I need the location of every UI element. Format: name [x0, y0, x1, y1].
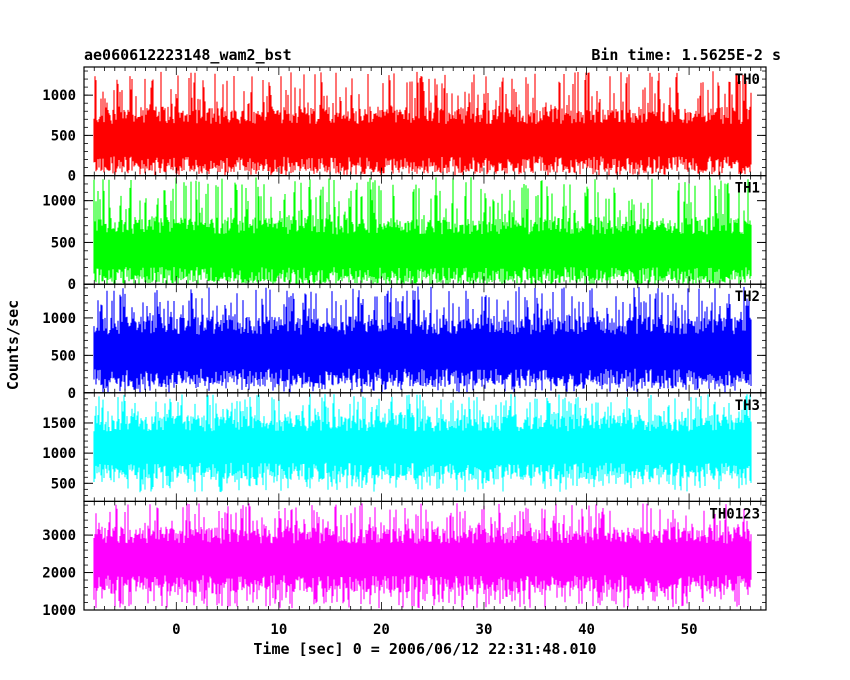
- panel-th1: 0 500 1000 TH1: [42, 175, 767, 293]
- x-tick-label: 50: [681, 622, 698, 638]
- y-tick-label: 1000: [42, 446, 76, 462]
- panel-label: TH3: [735, 398, 760, 414]
- chart-title-right: Bin time: 1.5625E-2 s: [591, 46, 781, 64]
- y-tick-label: 500: [51, 235, 76, 251]
- panel-th0: 0 500 1000 TH0: [42, 66, 767, 185]
- panels-group: 05001000TH005001000TH105001000TH25001000…: [42, 66, 767, 638]
- y-tick-label: 0: [68, 277, 76, 293]
- series-th3: [93, 394, 752, 493]
- y-tick-label: 1000: [42, 311, 76, 327]
- panel-label: TH2: [735, 289, 760, 305]
- x-axis-label: Time [sec] 0 = 2006/06/12 22:31:48.010: [253, 640, 596, 658]
- x-tick-label: 10: [270, 622, 287, 638]
- y-tick-label: 0: [68, 169, 76, 185]
- y-tick-label: 1500: [42, 416, 76, 432]
- x-tick-label: 0: [172, 622, 180, 638]
- series-th0123: [93, 503, 752, 609]
- y-tick-label: 0: [68, 386, 76, 402]
- panel-frame: [83, 500, 767, 611]
- y-axis-label: Counts/sec: [4, 300, 22, 390]
- y-tick-label: 1000: [42, 603, 76, 619]
- y-tick-label: 500: [51, 128, 76, 144]
- panel-th0123: 1000 2000 3000 TH0123: [42, 500, 767, 619]
- series-th2: [93, 286, 752, 393]
- y-tick-label: 1000: [42, 88, 76, 104]
- panel-th3: 500 1000 1500 TH3: [42, 392, 767, 502]
- chart-title-left: ae060612223148_wam2_bst: [84, 46, 292, 64]
- y-tick-label: 3000: [42, 528, 76, 544]
- panel-label: TH0: [735, 72, 760, 88]
- panel-label: TH0123: [709, 506, 760, 522]
- y-tick-label: 2000: [42, 566, 76, 582]
- y-tick-label: 500: [51, 348, 76, 364]
- y-tick-label: 1000: [42, 194, 76, 210]
- panel-label: TH1: [735, 181, 760, 197]
- series-th0: [93, 71, 752, 176]
- panel-th2: 0 500 1000 TH2: [42, 283, 767, 402]
- x-tick-label: 30: [476, 622, 493, 638]
- x-tick-label: 40: [578, 622, 595, 638]
- x-tick-label: 20: [373, 622, 390, 638]
- y-tick-label: 500: [51, 476, 76, 492]
- series-th1: [93, 177, 752, 285]
